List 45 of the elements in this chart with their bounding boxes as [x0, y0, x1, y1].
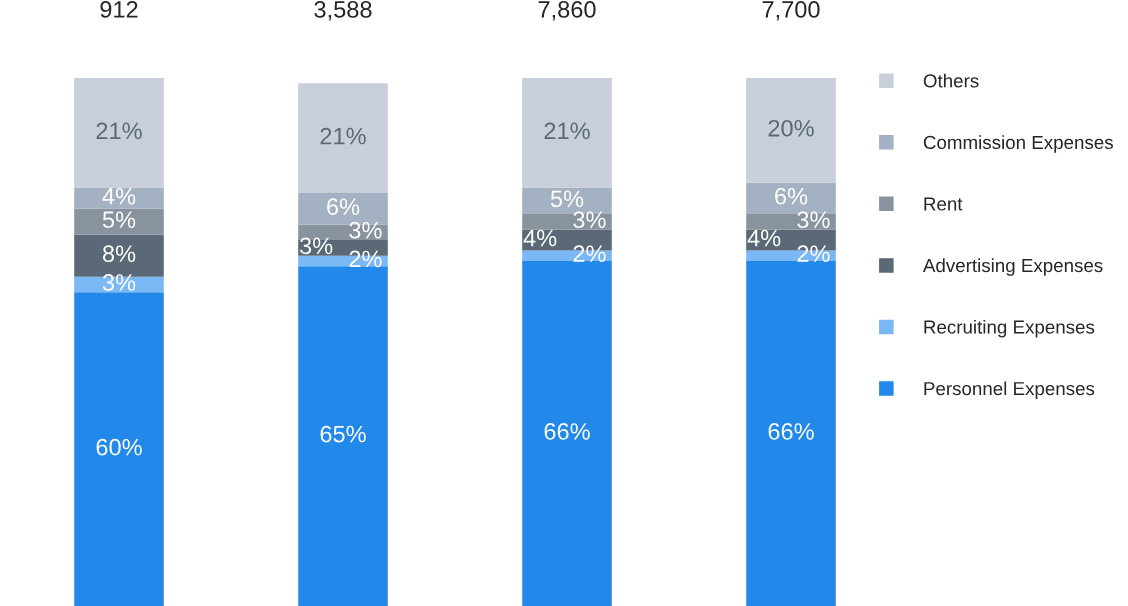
bar — [298, 83, 388, 194]
bar — [522, 260, 612, 606]
bar — [522, 213, 612, 230]
data-label: 3% — [573, 211, 606, 229]
data-label: 4% — [102, 187, 136, 205]
bar — [746, 78, 836, 183]
data-label: 3% — [299, 237, 333, 255]
data-label: 2% — [797, 245, 830, 262]
bar — [74, 78, 164, 188]
legend-label: Advertising Expenses — [922, 258, 1103, 276]
bar — [74, 208, 164, 235]
data-label: 4% — [523, 229, 557, 247]
bar — [298, 266, 388, 606]
data-label: 8% — [102, 245, 136, 263]
bar — [746, 213, 836, 230]
text: 7,860 — [538, 1, 596, 21]
legend-label: Commission Expenses — [923, 135, 1113, 153]
legend-label: Personnel Expenses — [924, 381, 1095, 399]
data-label: 65% — [320, 425, 366, 443]
data-label: 66% — [768, 423, 814, 440]
data-label: 6% — [327, 198, 360, 216]
data-label: 21% — [544, 122, 590, 140]
data-label: 21% — [320, 127, 366, 145]
data-label: 5% — [102, 211, 136, 229]
bar — [74, 292, 164, 606]
data-label: 2% — [573, 245, 606, 262]
data-label: 3% — [349, 221, 382, 239]
bar — [522, 78, 612, 188]
data-label: 5% — [550, 190, 584, 208]
text: 3,588 — [314, 1, 372, 21]
text: 912 — [100, 1, 138, 18]
legend-label: Recruiting Expenses — [924, 319, 1095, 338]
data-label: 60% — [96, 438, 142, 456]
bar — [74, 187, 164, 209]
legend-label: Rent — [924, 197, 963, 211]
data-label: 6% — [775, 187, 808, 205]
data-label: 4% — [747, 229, 781, 247]
data-label: 66% — [544, 423, 590, 440]
data-label: 3% — [797, 211, 830, 229]
data-label: 21% — [96, 122, 142, 140]
data-label: 3% — [102, 274, 136, 291]
data-label: 20% — [768, 119, 814, 137]
bar — [746, 260, 836, 606]
legend-label: Others — [923, 73, 979, 88]
text: 7,700 — [762, 1, 820, 21]
